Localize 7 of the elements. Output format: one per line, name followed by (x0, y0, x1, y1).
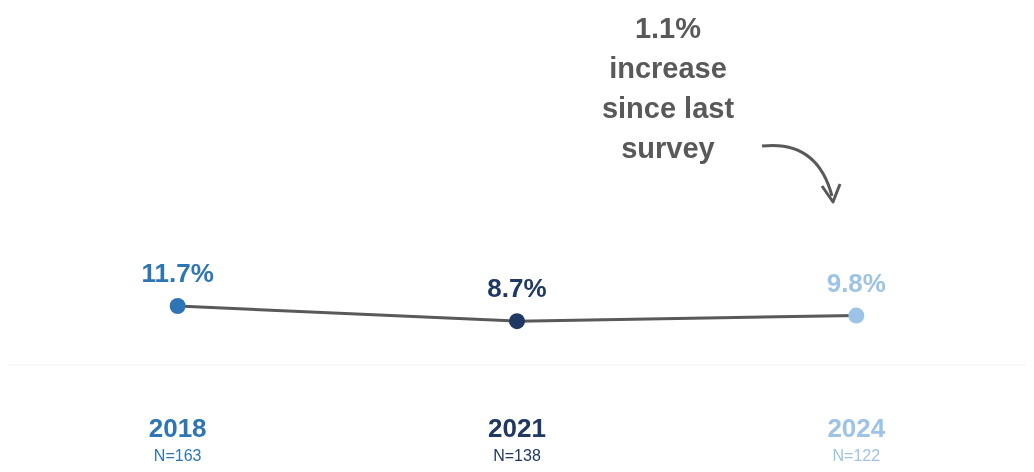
data-label: 11.7% (141, 258, 214, 288)
text: 1.1% increase since last survey (600, 11, 736, 166)
data-label: 9.8% (826, 267, 886, 298)
x-tick-label: 2021 N=138 (488, 413, 546, 464)
x-tick-label: 2024 N=122 (827, 413, 886, 464)
data-label: 8.7% (487, 273, 547, 304)
x-tick-label: 2018 N=163 (148, 413, 207, 464)
